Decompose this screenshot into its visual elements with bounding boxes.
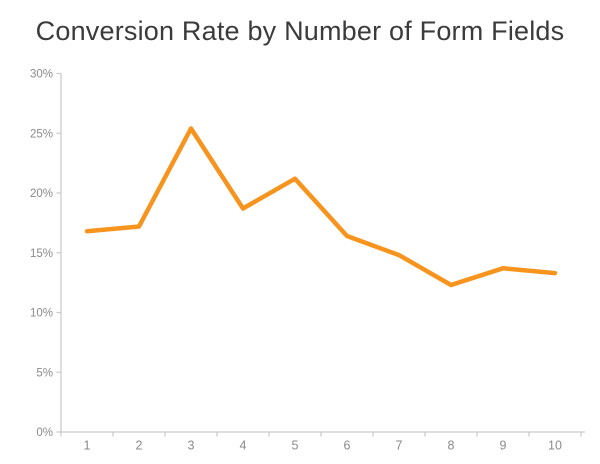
y-axis-label: 0% xyxy=(36,427,53,439)
x-axis-label: 8 xyxy=(448,439,455,453)
y-axis-label: 25% xyxy=(30,128,53,140)
chart-title: Conversion Rate by Number of Form Fields xyxy=(35,16,565,46)
y-axis-label: 5% xyxy=(36,367,53,379)
y-axis-label: 10% xyxy=(30,308,53,320)
x-axis-label: 7 xyxy=(396,439,403,453)
x-axis-label: 1 xyxy=(84,439,91,453)
x-axis-label: 9 xyxy=(500,439,507,453)
x-axis-label: 2 xyxy=(136,439,143,453)
y-axis-label: 15% xyxy=(30,248,53,260)
y-axis-label: 30% xyxy=(30,69,53,81)
y-axis-label: 20% xyxy=(30,188,53,200)
x-axis-label: 5 xyxy=(292,439,299,453)
data-line xyxy=(84,126,558,288)
x-axis-label: 3 xyxy=(188,439,195,453)
x-axis-label: 10 xyxy=(548,439,562,453)
x-axis-label: 6 xyxy=(344,439,351,453)
x-axis-label: 4 xyxy=(240,439,247,453)
